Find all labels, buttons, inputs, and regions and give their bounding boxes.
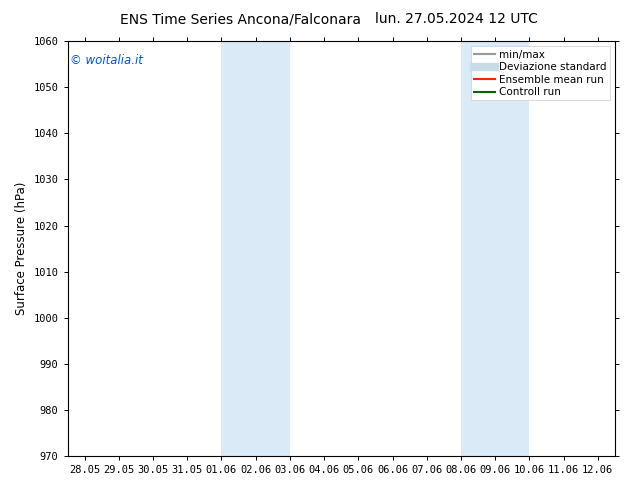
Legend: min/max, Deviazione standard, Ensemble mean run, Controll run: min/max, Deviazione standard, Ensemble m… [471,47,610,100]
Text: ENS Time Series Ancona/Falconara: ENS Time Series Ancona/Falconara [120,12,361,26]
Text: © woitalia.it: © woitalia.it [70,54,143,67]
Bar [461,41,529,456]
Text: lun. 27.05.2024 12 UTC: lun. 27.05.2024 12 UTC [375,12,538,26]
Y-axis label: Surface Pressure (hPa): Surface Pressure (hPa) [15,182,28,315]
Bar [221,41,290,456]
